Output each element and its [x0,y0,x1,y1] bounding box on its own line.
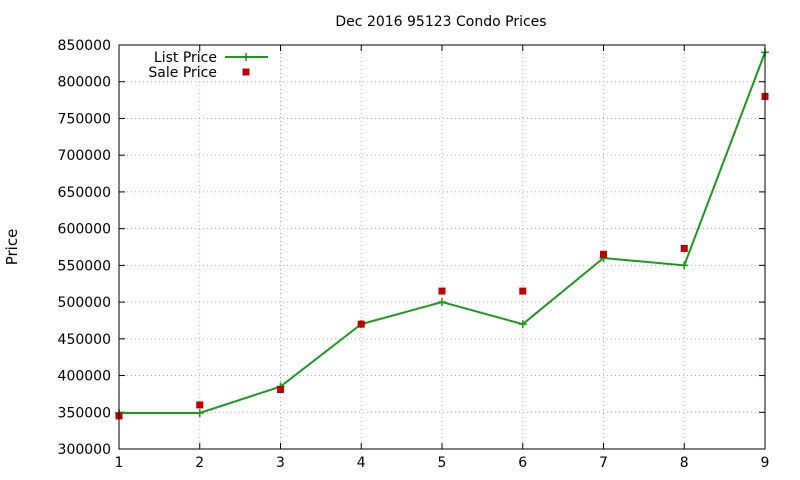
grid-lines [119,45,765,449]
y-tick-label: 850000 [58,38,111,54]
y-tick-label: 700000 [58,148,111,164]
chart-title: Dec 2016 95123 Condo Prices [335,14,546,30]
y-tick-label: 650000 [58,185,111,201]
list-price-point [518,320,527,329]
x-tick-label: 7 [599,455,608,471]
x-tick-label: 5 [438,455,447,471]
y-tick-label: 750000 [58,111,111,127]
sale-price-point [277,386,284,394]
y-tick-label: 600000 [58,222,111,238]
axis-ticks: 300000 350000 400000 450000 500000 550000 6000… [58,38,770,471]
y-tick-label: 500000 [58,295,111,311]
x-tick-label: 2 [195,455,204,471]
sale-price-point [438,287,446,295]
x-tick-label: 3 [276,455,285,471]
sale-price-point [357,320,365,328]
y-tick-label: 800000 [58,75,111,91]
list-price-point [438,298,446,307]
x-tick-label: 9 [761,455,770,471]
y-tick-label: 300000 [58,442,111,458]
y-tick-label: 450000 [58,332,111,348]
legend-square-swatch [242,68,250,76]
legend-label: Sale Price [148,65,217,81]
sale-price-point [196,401,204,409]
x-tick-label: 4 [357,455,366,471]
sale-price-point [600,250,607,258]
y-axis-label: Price [3,229,21,266]
legend-label: List Price [154,50,217,66]
list-price-point [195,409,204,418]
y-tick-label: 400000 [58,369,111,385]
sale-price-point [680,244,688,252]
plot-frame [118,44,766,450]
y-tick-label: 350000 [58,405,111,421]
legend-cross-swatch [242,53,250,61]
x-tick-label: 8 [680,455,689,471]
y-tick-label: 550000 [58,258,111,274]
list-price-line [119,51,766,415]
x-tick-label: 1 [115,455,124,471]
x-tick-label: 6 [518,455,527,471]
sale-price-point [519,287,527,295]
list-price-point [680,261,689,270]
